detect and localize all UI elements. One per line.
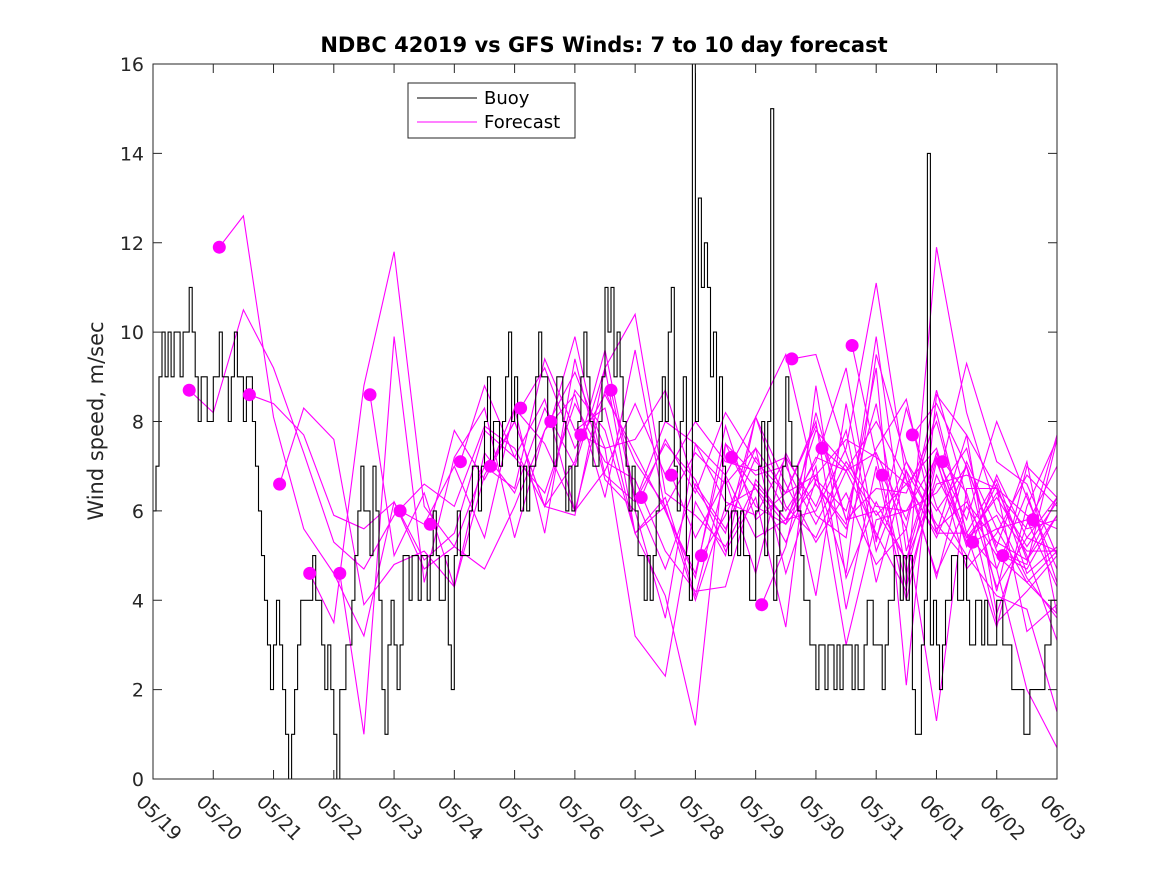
forecast-marker-3 — [273, 477, 287, 491]
forecast-marker-23 — [875, 468, 889, 482]
y-axis-label: Wind speed, m/sec — [84, 321, 108, 520]
forecast-series-line-4 — [309, 251, 1057, 748]
forecast-series-line-23 — [881, 474, 1057, 721]
forecast-series-line-28 — [1032, 434, 1057, 520]
buoy-line-group — [153, 64, 1057, 779]
legend-box — [407, 82, 576, 139]
forecast-series-line-21 — [821, 420, 1057, 566]
forecast-marker-26 — [966, 535, 980, 549]
y-tick-label-6: 6 — [132, 501, 144, 523]
legend-buoy-label: Buoy — [484, 88, 530, 109]
forecast-marker-2 — [242, 388, 256, 402]
y-tick-label-0: 0 — [132, 769, 144, 791]
forecast-marker-25 — [936, 455, 949, 469]
forecast-marker-20 — [785, 352, 799, 366]
forecast-marker-19 — [755, 598, 769, 612]
forecast-series-line-17 — [700, 403, 1057, 576]
forecast-marker-11 — [514, 401, 528, 415]
forecast-series-line-5 — [339, 336, 1057, 735]
forecast-series-line-22 — [851, 345, 1057, 575]
forecast-marker-13 — [574, 428, 588, 442]
legend-forecast-label: Forecast — [484, 112, 560, 133]
forecast-series-line-6 — [369, 367, 1057, 726]
forecast-series-line-25 — [941, 361, 1057, 556]
forecast-marker-7 — [393, 504, 407, 518]
y-tick-label-8: 8 — [132, 412, 144, 434]
forecast-marker-27 — [996, 549, 1010, 563]
forecast-marker-1 — [212, 240, 226, 254]
forecast-marker-22 — [845, 339, 859, 352]
forecast-marker-15 — [634, 491, 648, 504]
forecast-marker-21 — [815, 441, 829, 455]
forecast-series-line-12 — [550, 336, 1057, 628]
y-tick-label-12: 12 — [120, 233, 144, 255]
forecast-series-line-26 — [972, 528, 1057, 584]
forecast-series-line-10 — [489, 402, 1057, 596]
forecast-marker-4 — [303, 566, 317, 580]
forecast-marker-14 — [604, 383, 618, 397]
y-axis: 0 2 4 6 8 10 12 14 16 — [120, 54, 1057, 791]
forecast-series-line-3 — [279, 247, 1057, 607]
forecast-marker-16 — [664, 468, 678, 482]
forecast-marker-9 — [453, 455, 467, 469]
forecast-marker-12 — [544, 415, 558, 428]
forecast-series-line-20 — [791, 353, 1057, 614]
y-tick-label-4: 4 — [132, 590, 144, 612]
forecast-series-line-15 — [640, 411, 1057, 587]
forecast-marker-8 — [423, 517, 437, 531]
forecast-markers — [182, 240, 1040, 612]
y-tick-label-2: 2 — [132, 680, 144, 702]
buoy-series-line — [153, 64, 1057, 779]
y-tick-label-14: 14 — [120, 143, 144, 165]
forecast-marker-5 — [333, 566, 347, 580]
legend: Buoy Forecast — [407, 82, 576, 139]
y-tick-label-10: 10 — [120, 322, 144, 344]
forecast-series-line-24 — [911, 402, 1057, 592]
forecast-marker-18 — [725, 450, 739, 464]
forecast-marker-28 — [1026, 513, 1040, 527]
forecast-marker-6 — [363, 388, 377, 402]
forecast-marker-24 — [905, 428, 919, 442]
forecast-marker-17 — [694, 549, 708, 563]
y-tick-label-16: 16 — [120, 54, 144, 76]
forecast-series-line-27 — [1002, 515, 1057, 570]
forecast-marker-0 — [182, 383, 196, 397]
forecast-marker-10 — [484, 459, 497, 473]
forecast-series-line-19 — [761, 412, 1057, 605]
chart-title: NDBC 42019 vs GFS Winds: 7 to 10 day for… — [320, 33, 887, 57]
